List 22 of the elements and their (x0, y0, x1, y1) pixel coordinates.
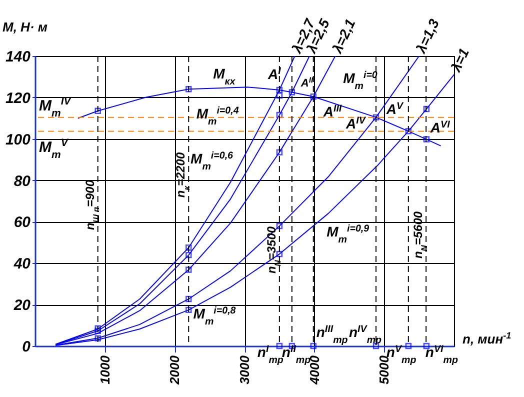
text: λ=1,3 (412, 16, 442, 56)
y-tick-label: 120 (5, 90, 32, 107)
annotation: M$_{кх}$ (213, 66, 236, 88)
annotation: A$^{V}$ (385, 100, 405, 118)
y-tick-label: 100 (5, 131, 32, 148)
y-tick-label: 80 (14, 172, 32, 190)
y-tick-label: 140 (5, 48, 32, 66)
x-tick-label: 2000 (167, 354, 182, 386)
text: λ=2,1 (328, 16, 358, 56)
y-tick-label: 60 (14, 214, 32, 232)
annotation: A$^{VI}$ (429, 118, 450, 136)
x-tick-label: 1000 (97, 354, 112, 384)
y-tick-label: 0 (22, 338, 32, 356)
annotation: A$^{II}$ (300, 74, 314, 90)
x-tick-label: 3000 (237, 354, 252, 384)
text: λ=1 (447, 45, 472, 75)
x-axis-title: n, мин$^{-1}$ (462, 330, 512, 346)
y-tick-label: 20 (12, 297, 32, 314)
annotation: A$^{III}$ (322, 103, 342, 120)
y-tick-label: 40 (12, 256, 32, 273)
y-axis-title: M, Н· м (2, 20, 48, 34)
annotation: A$^{IV}$ (344, 114, 367, 132)
